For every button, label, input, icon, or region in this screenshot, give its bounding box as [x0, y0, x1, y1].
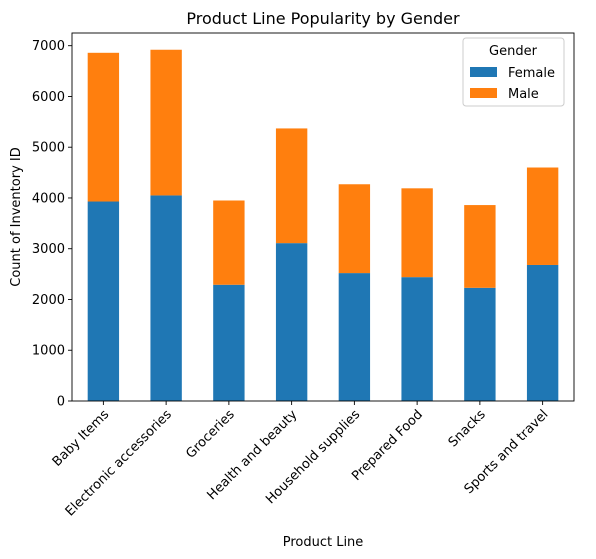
- x-tick-label: Groceries: [183, 407, 238, 462]
- y-tick-label: 0: [57, 395, 65, 410]
- y-axis: 0 1000 2000 3000 4000 5000 6000 7000: [32, 39, 72, 410]
- y-tick-label: 7000: [32, 39, 65, 54]
- bar-male-1: [150, 49, 182, 196]
- x-axis-title: Product Line: [283, 535, 364, 550]
- plot-frame: [71, 32, 575, 402]
- bar-male-4: [338, 184, 371, 274]
- bars-group: [87, 49, 559, 401]
- y-tick-label: 5000: [32, 141, 65, 156]
- bar-female-5: [401, 277, 433, 401]
- x-tick-label: Electronic accessories: [63, 407, 175, 519]
- legend-swatch-female: [470, 67, 497, 77]
- bar-female-2: [213, 284, 245, 401]
- bar-male-3: [275, 128, 308, 244]
- y-tick-label: 3000: [32, 242, 65, 257]
- bar-female-6: [464, 287, 496, 401]
- y-tick-label: 6000: [32, 90, 65, 105]
- y-tick-label: 1000: [32, 344, 65, 359]
- bar-female-7: [526, 264, 559, 401]
- bar-female-3: [275, 243, 308, 401]
- legend-label-female: Female: [508, 66, 555, 81]
- bar-female-0: [87, 201, 120, 401]
- y-tick-label: 4000: [32, 191, 65, 206]
- legend: Gender Female Male: [462, 37, 565, 107]
- bar-male-5: [401, 188, 433, 278]
- x-tick-label: Baby Items: [50, 407, 113, 470]
- x-tick-label: Snacks: [446, 407, 489, 450]
- bar-male-6: [464, 205, 496, 288]
- legend-title: Gender: [489, 44, 538, 59]
- bar-male-7: [526, 167, 559, 265]
- legend-swatch-male: [470, 88, 497, 98]
- legend-label-male: Male: [508, 87, 539, 102]
- bar-female-1: [150, 195, 182, 401]
- bar-female-4: [338, 273, 371, 401]
- bar-male-0: [87, 52, 120, 202]
- chart-title: Product Line Popularity by Gender: [186, 9, 460, 28]
- y-axis-title: Count of Inventory ID: [9, 147, 24, 286]
- y-tick-label: 2000: [32, 293, 65, 308]
- bar-male-2: [213, 200, 245, 285]
